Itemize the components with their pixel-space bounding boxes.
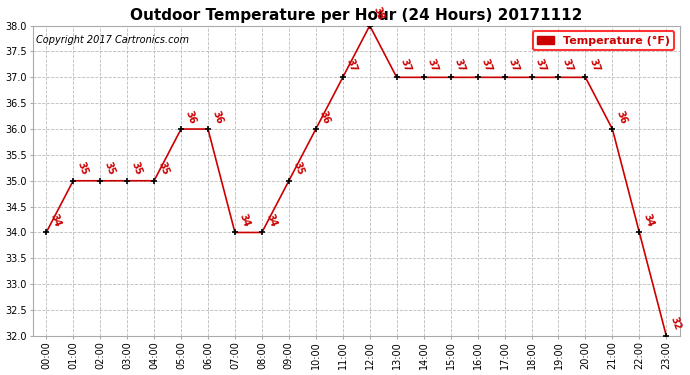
Legend: Temperature (°F): Temperature (°F) [533,31,674,50]
Text: 35: 35 [102,160,117,177]
Text: 34: 34 [48,212,62,228]
Text: 37: 37 [560,57,575,73]
Text: 38: 38 [372,5,386,21]
Text: 34: 34 [237,212,251,228]
Text: 37: 37 [588,57,602,73]
Text: 36: 36 [318,109,332,125]
Text: 35: 35 [129,160,144,177]
Text: 32: 32 [669,316,682,332]
Text: 37: 37 [453,57,467,73]
Text: 37: 37 [399,57,413,73]
Text: 35: 35 [75,160,89,177]
Text: 37: 37 [480,57,494,73]
Title: Outdoor Temperature per Hour (24 Hours) 20171112: Outdoor Temperature per Hour (24 Hours) … [130,8,582,23]
Text: 34: 34 [642,212,656,228]
Text: 37: 37 [533,57,548,73]
Text: 36: 36 [615,109,629,125]
Text: 36: 36 [210,109,224,125]
Text: 37: 37 [345,57,359,73]
Text: 34: 34 [264,212,278,228]
Text: 35: 35 [156,160,170,177]
Text: 37: 37 [426,57,440,73]
Text: 35: 35 [291,160,305,177]
Text: 36: 36 [183,109,197,125]
Text: Copyright 2017 Cartronics.com: Copyright 2017 Cartronics.com [36,35,189,45]
Text: 37: 37 [506,57,521,73]
